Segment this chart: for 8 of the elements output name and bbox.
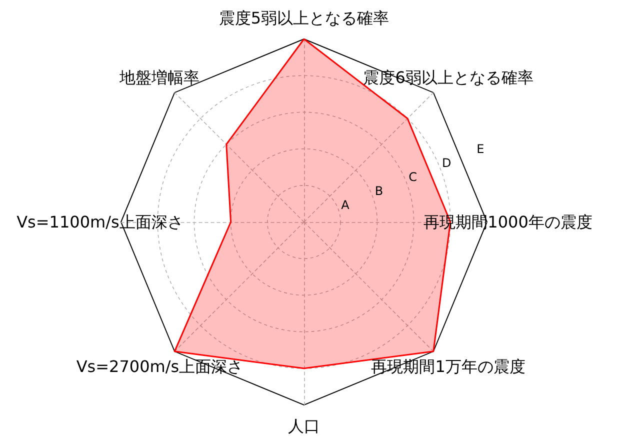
y-tick-label: E — [476, 142, 484, 156]
spoke-label: 地盤増幅率 — [118, 68, 200, 88]
y-tick-label: C — [408, 170, 418, 184]
y-tick-label: D — [442, 156, 452, 170]
spoke-label: 人口 — [288, 416, 320, 436]
y-tick-label: A — [341, 198, 350, 212]
spoke-label: 震度5弱以上となる確率 — [218, 8, 390, 28]
y-tick-label: B — [374, 184, 384, 198]
